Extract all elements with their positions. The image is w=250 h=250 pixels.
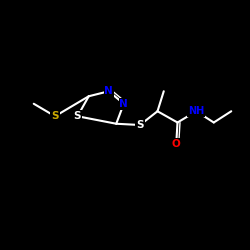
Text: N: N — [104, 86, 113, 96]
Text: S: S — [136, 120, 144, 130]
Text: N: N — [120, 99, 128, 109]
Text: S: S — [51, 111, 59, 121]
Text: O: O — [172, 139, 180, 149]
Text: NH: NH — [188, 106, 204, 116]
Text: S: S — [74, 111, 81, 121]
